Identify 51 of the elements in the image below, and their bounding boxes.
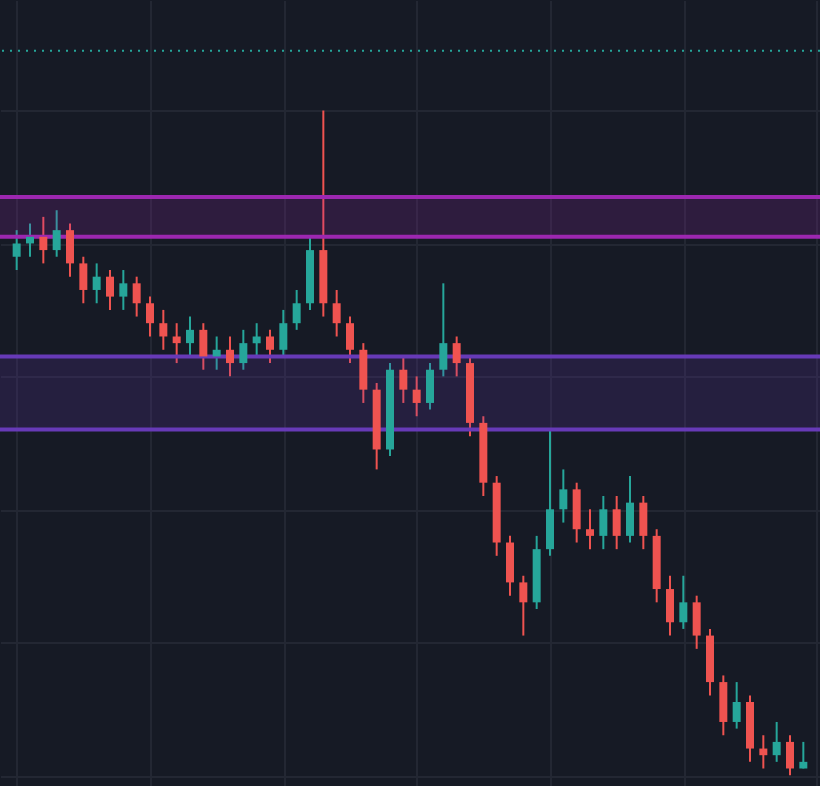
candlestick [26,222,34,258]
candlestick [719,674,728,737]
candlestick [159,308,168,351]
candlestick [226,335,234,378]
candlestick [506,534,514,597]
candlestick [346,315,354,365]
candlestick [119,269,128,311]
candlestick [799,740,808,770]
candlestick [39,215,48,265]
candlestick [626,475,634,544]
candlestick [146,295,154,338]
candlestick [439,282,448,378]
candlestick [106,269,114,311]
candlestick [132,275,141,318]
candlestick [52,209,61,258]
candlestick [452,335,461,378]
candlestick [212,335,221,371]
candlestick [266,328,274,365]
candlestick [412,375,421,418]
candlestick [772,720,781,763]
candlestick [679,574,688,630]
candlestick [426,362,434,411]
candlestick [586,508,594,551]
candlestick [559,468,568,524]
candlestick [572,481,581,544]
candlestick [599,495,608,551]
candlestick [199,322,208,371]
candlestick [186,315,194,358]
candlestick [252,322,261,358]
candlestick [239,328,248,371]
candlestick [639,495,648,551]
candlestick [12,229,21,272]
candlestick [332,288,341,338]
candlestick [172,322,181,365]
candlestick [746,694,754,763]
candlestick [92,262,101,305]
candlestick [279,308,288,358]
candlestick [399,355,408,404]
candlestick [786,734,794,777]
candlestick [612,495,621,551]
candlestick [692,594,701,650]
candlestick [79,255,88,305]
candlestick [292,288,301,331]
candlestick [66,222,74,278]
candlestick [359,342,368,404]
candlestick [706,627,714,697]
candlestick [546,428,554,557]
candlestick [759,734,768,770]
candlestick [519,574,528,637]
candlestick [666,574,674,637]
candlestick [732,681,741,730]
